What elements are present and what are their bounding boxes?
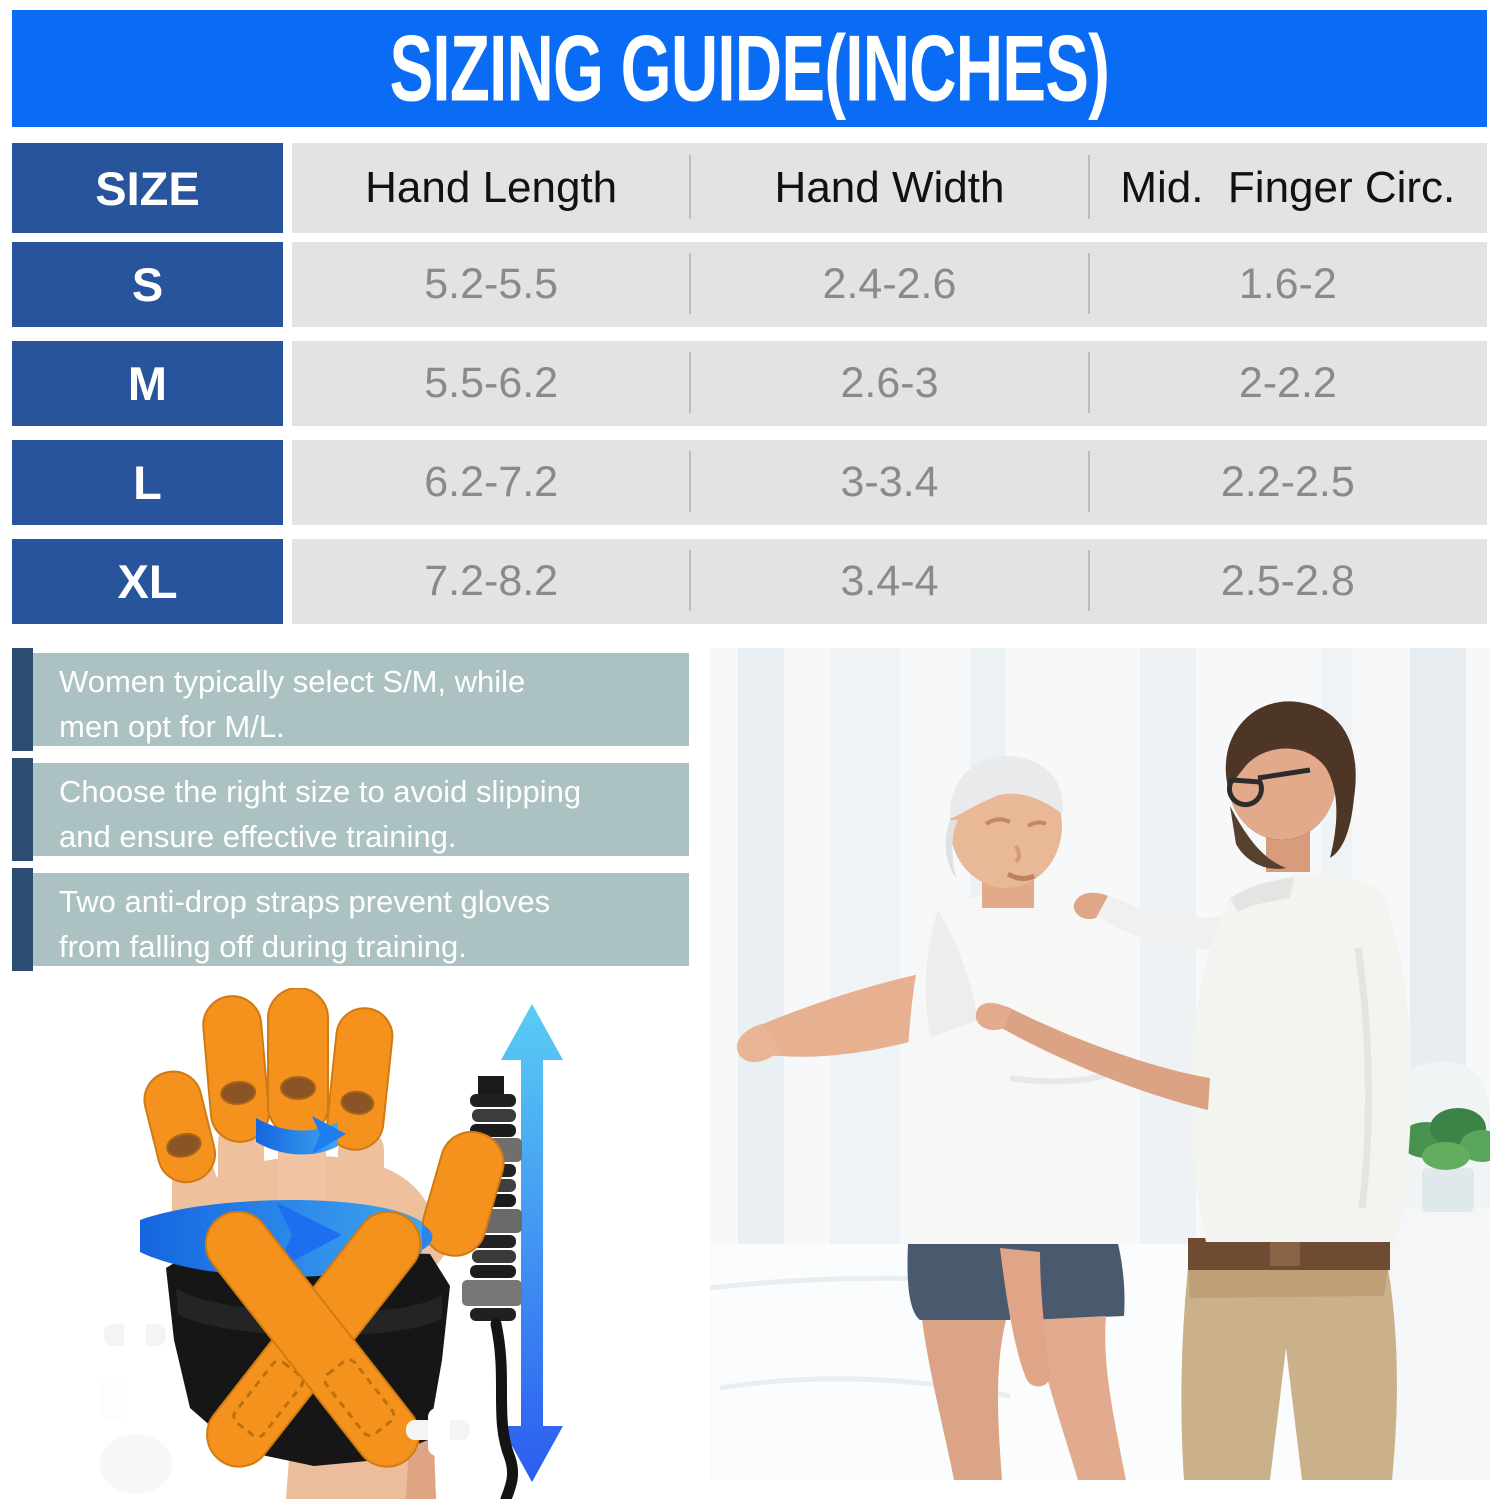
vertical-measure-arrow-icon	[501, 1004, 563, 1482]
cell-hand-length: 7.2-8.2	[292, 539, 692, 624]
table-row-xl: XL 7.2-8.2 3.4-4 2.5-2.8	[12, 539, 1487, 624]
table-header-row: SIZE Hand Length Hand Width Mid. Finger …	[12, 143, 1487, 233]
note-line: and ensure effective training.	[59, 819, 457, 854]
therapy-photo	[710, 648, 1490, 1480]
elderly-patient-figure	[736, 756, 1126, 1480]
note-line: Two anti-drop straps prevent gloves	[59, 884, 551, 919]
therapist-hand-support	[975, 1002, 1012, 1031]
size-cell: XL	[12, 539, 283, 624]
cell-finger-circ: 1.6-2	[1238, 260, 1337, 308]
therapist-hair	[1225, 701, 1356, 858]
glasses-icon	[1226, 777, 1264, 808]
cell-finger-circ: 2.2-2.5	[1220, 458, 1355, 506]
table-row-s: S 5.2-5.5 2.4-2.6 1.6-2	[12, 242, 1487, 327]
note-choose-right-size: Choose the right size to avoid slipping …	[12, 758, 689, 861]
glove-illustration	[80, 988, 592, 1499]
row-strip: 7.2-8.2 3.4-4 2.5-2.8	[292, 539, 1487, 624]
size-cell: S	[12, 242, 283, 327]
cell-hand-length: 5.5-6.2	[292, 341, 692, 426]
sizing-table: SIZE Hand Length Hand Width Mid. Finger …	[12, 143, 1487, 638]
anti-drop-straps	[204, 1210, 422, 1468]
cell-finger-circ: 2.5-2.8	[1220, 557, 1355, 605]
note-accent-bar	[12, 868, 33, 971]
cell-hand-length: 6.2-7.2	[292, 440, 692, 525]
patient-resting-arm	[1000, 1248, 1051, 1387]
row-strip: 6.2-7.2 3-3.4 2.2-2.5	[292, 440, 1487, 525]
row-strip: 5.5-6.2 2.6-3 2-2.2	[292, 341, 1487, 426]
therapist-and-patient-image	[710, 648, 1490, 1480]
left-valve	[100, 1310, 172, 1494]
row-strip: 5.2-5.5 2.4-2.6 1.6-2	[292, 242, 1487, 327]
header-strip: Hand Length Hand Width Mid. Finger Circ.	[292, 143, 1487, 233]
index-cap	[326, 1007, 394, 1151]
right-valve	[406, 1408, 470, 1456]
column-header-finger-circ: Mid. Finger Circ.	[1120, 163, 1456, 212]
ring-cap	[202, 995, 270, 1143]
thumb-cap	[421, 1130, 505, 1257]
patient-hand	[736, 1024, 780, 1063]
cell-hand-width: 3.4-4	[690, 539, 1090, 624]
sizing-banner: SIZING GUIDE(INCHES)	[12, 10, 1487, 127]
cell-hand-width: 2.4-2.6	[690, 242, 1090, 327]
middle-cap	[267, 988, 329, 1137]
page-title: SIZING GUIDE(INCHES)	[389, 15, 1110, 121]
note-accent-bar	[12, 758, 33, 861]
cell-hand-width: 3-3.4	[690, 440, 1090, 525]
cell-hand-length: 5.2-5.5	[292, 242, 692, 327]
finger-circumference-arrow-icon	[256, 1116, 346, 1155]
white-hair	[949, 756, 1063, 818]
notes-column: Women typically select S/M, while men op…	[12, 648, 689, 983]
table-row-l: L 6.2-7.2 3-3.4 2.2-2.5	[12, 440, 1487, 525]
size-header-cell: SIZE	[12, 143, 283, 233]
cell-hand-width: 2.6-3	[690, 341, 1090, 426]
rehab-glove-image	[100, 988, 563, 1499]
size-cell: M	[12, 341, 283, 426]
size-cell: L	[12, 440, 283, 525]
note-line: Women typically select S/M, while	[59, 664, 526, 699]
finger-caps	[143, 988, 505, 1257]
table-row-m: M 5.5-6.2 2.6-3 2-2.2	[12, 341, 1487, 426]
therapist-beard	[1230, 806, 1286, 869]
therapist-figure	[975, 701, 1412, 1480]
cell-finger-circ: 2-2.2	[1238, 359, 1337, 407]
note-anti-drop-straps: Two anti-drop straps prevent gloves from…	[12, 868, 689, 971]
pinky-cap	[143, 1070, 216, 1184]
plant	[1400, 1108, 1490, 1212]
note-line: Choose the right size to avoid slipping	[59, 774, 582, 809]
note-line: from falling off during training.	[59, 929, 467, 964]
note-accent-bar	[12, 648, 33, 751]
column-header-hand-width: Hand Width	[690, 143, 1090, 233]
therapist-hand-on-shoulder	[1073, 892, 1108, 920]
note-line: men opt for M/L.	[59, 709, 285, 744]
column-header-hand-length: Hand Length	[292, 143, 692, 233]
note-women-men-sizes: Women typically select S/M, while men op…	[12, 648, 689, 751]
